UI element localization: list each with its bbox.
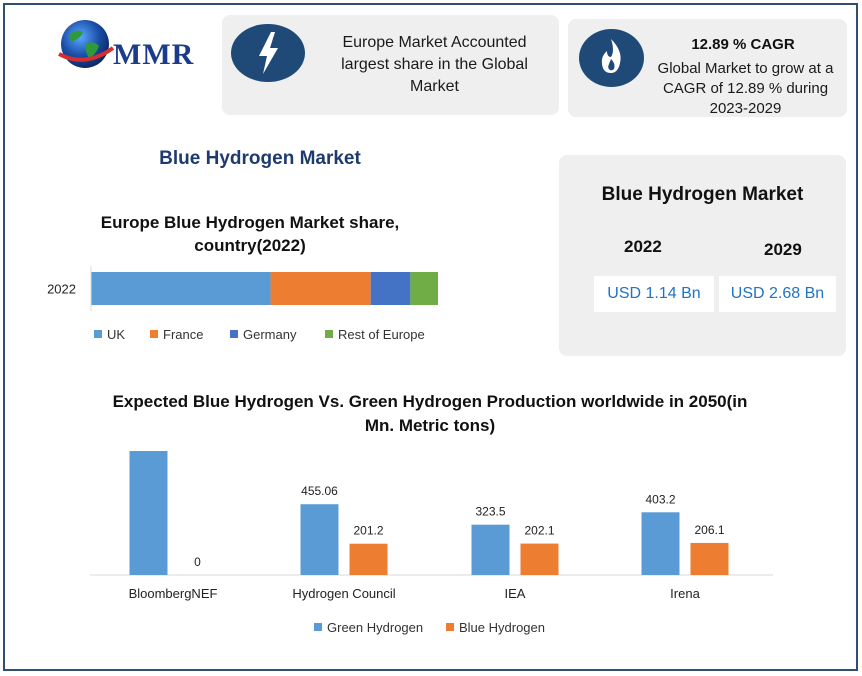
bar-segment-uk [91,272,271,305]
category-label-hydrogen-council: Hydrogen Council [292,586,395,601]
value-2022: USD 1.14 Bn [594,276,714,312]
data-label: 455.06 [301,484,338,498]
share-chart-title: Europe Blue Hydrogen Market share, count… [100,213,400,255]
legend-swatch-rest-of-europe [325,330,333,338]
data-label: 403.2 [645,492,675,506]
highlight-text: Europe Market Accounted largest share in… [341,34,528,95]
bar-green-hydrogen-hydrogen-council [300,504,339,575]
value-2029: USD 2.68 Bn [719,276,836,312]
cagr-title: 12.89 % CAGR [691,36,795,53]
legend-label-rest-of-europe: Rest of Europe [338,327,425,342]
europe-highlight-card: Europe Market Accounted largest share in… [222,15,559,115]
lightning-bolt-icon [231,24,305,82]
bar-segment-france [270,272,371,305]
legend-swatch-germany [230,330,238,338]
legend-swatch-blue-hydrogen [446,623,454,631]
market-size-card: Blue Hydrogen Market 2022 2029 USD 1.14 … [559,155,846,356]
logo-text: MMR [113,38,195,71]
category-label-iea: IEA [505,586,526,601]
data-label: 206.1 [694,523,724,537]
bar-segment-germany [370,272,411,305]
globe-icon [58,20,115,68]
legend-label-green-hydrogen: Green Hydrogen [327,620,423,635]
bar-green-hydrogen-bloombergnef [129,451,168,575]
year-2022-label: 2022 [624,237,662,256]
data-label: 202.1 [524,524,554,538]
bar-blue-hydrogen-hydrogen-council [349,543,388,575]
legend-label-uk: UK [107,327,125,342]
bar-blue-hydrogen-irena [690,542,729,575]
bar-segment-rest-of-europe [410,272,438,305]
legend-swatch-france [150,330,158,338]
bar-green-hydrogen-iea [471,524,510,575]
share-chart: 2022 UK France Germany Rest of Europe [47,266,438,342]
data-label: 201.2 [353,524,383,538]
flame-icon [579,29,644,87]
legend-swatch-green-hydrogen [314,623,322,631]
production-chart-title: Expected Blue Hydrogen Vs. Green Hydroge… [112,392,748,435]
bar-blue-hydrogen-iea [520,543,559,575]
cagr-card: 12.89 % CAGR Global Market to grow at a … [568,19,847,117]
legend-label-france: France [163,327,203,342]
legend-label-germany: Germany [243,327,297,342]
bar-green-hydrogen-irena [641,512,680,575]
legend-swatch-uk [94,330,102,338]
mmr-logo: MMR [55,14,205,84]
category-label: 2022 [47,282,76,297]
category-label-irena: Irena [670,586,700,601]
market-size-title: Blue Hydrogen Market [601,184,804,205]
page-title: Blue Hydrogen Market [159,148,361,169]
cagr-text: Global Market to grow at a CAGR of 12.89… [657,60,834,117]
data-label: 0 [194,555,201,569]
data-label: 323.5 [475,505,505,519]
year-2029-label: 2029 [764,240,802,259]
category-label-bloombergnef: BloombergNEF [129,586,218,601]
legend-label-blue-hydrogen: Blue Hydrogen [459,620,545,635]
